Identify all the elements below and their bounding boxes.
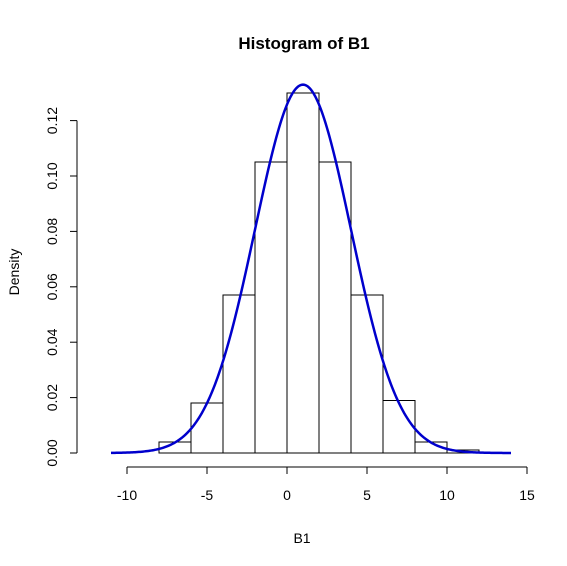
histogram-bar xyxy=(350,294,384,454)
density-curve-layer xyxy=(110,83,511,455)
y-tick-label: 0.10 xyxy=(44,162,60,189)
x-axis-label: B1 xyxy=(293,530,310,546)
x-axis: -10 -5 0 5 10 15 xyxy=(117,466,535,503)
x-tick-label: 10 xyxy=(439,487,455,503)
histogram-bars xyxy=(158,92,480,454)
y-tick-label: 0.06 xyxy=(44,273,60,300)
y-tick-label: 0.00 xyxy=(44,439,60,466)
y-tick-label: 0.04 xyxy=(44,328,60,355)
x-tick-label: 5 xyxy=(363,487,371,503)
y-tick-label: 0.12 xyxy=(44,107,60,134)
histogram-bar xyxy=(286,92,320,454)
x-tick-label: -10 xyxy=(117,487,137,503)
histogram-bar xyxy=(190,402,224,454)
y-tick-label: 0.08 xyxy=(44,218,60,245)
x-tick-label: 15 xyxy=(519,487,535,503)
x-tick-label: -5 xyxy=(201,487,214,503)
density-curve xyxy=(110,83,511,455)
x-tick-label: 0 xyxy=(283,487,291,503)
histogram-bar xyxy=(222,294,256,454)
y-axis: 0.00 0.02 0.04 0.06 0.08 0.10 0.12 xyxy=(44,107,78,467)
y-axis-label: Density xyxy=(6,249,22,296)
y-tick-label: 0.02 xyxy=(44,384,60,411)
chart-title: Histogram of B1 xyxy=(238,34,369,53)
histogram-bar xyxy=(382,399,416,454)
